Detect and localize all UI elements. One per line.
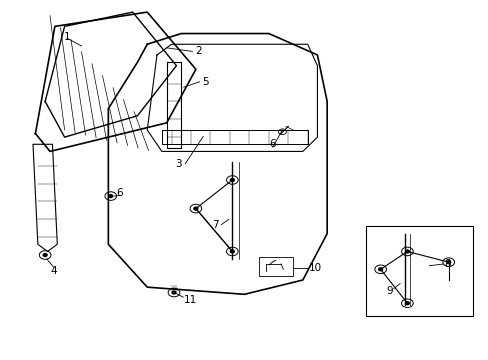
Circle shape xyxy=(109,195,113,198)
Text: 6: 6 xyxy=(116,188,122,198)
Text: 10: 10 xyxy=(308,262,321,273)
Text: 3: 3 xyxy=(175,159,182,169)
Circle shape xyxy=(405,250,408,253)
Text: 5: 5 xyxy=(202,77,208,87)
Text: 9: 9 xyxy=(386,286,392,296)
Text: 1: 1 xyxy=(63,32,70,42)
FancyBboxPatch shape xyxy=(259,257,292,276)
Text: 4: 4 xyxy=(50,266,57,276)
Text: 6: 6 xyxy=(269,139,275,149)
Text: 2: 2 xyxy=(195,46,201,57)
Circle shape xyxy=(405,302,408,305)
Text: 8: 8 xyxy=(444,259,450,269)
FancyBboxPatch shape xyxy=(366,226,472,316)
Circle shape xyxy=(43,253,47,256)
Circle shape xyxy=(230,250,234,253)
Circle shape xyxy=(194,207,198,210)
Circle shape xyxy=(446,261,450,264)
Text: 11: 11 xyxy=(183,295,196,305)
Text: 7: 7 xyxy=(212,220,218,230)
Circle shape xyxy=(172,291,176,294)
Circle shape xyxy=(378,268,382,271)
Circle shape xyxy=(230,179,234,181)
